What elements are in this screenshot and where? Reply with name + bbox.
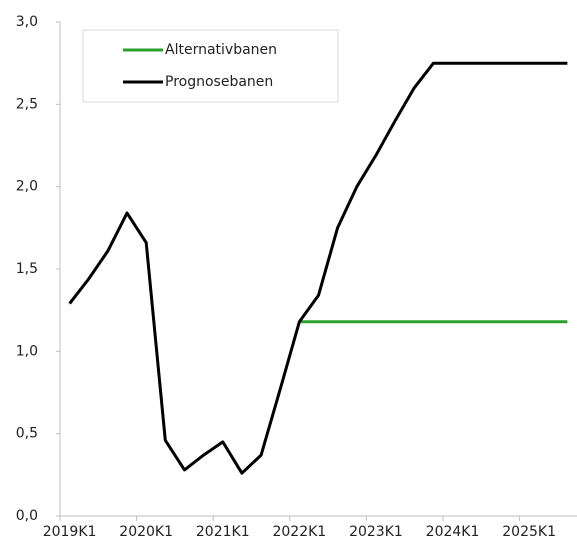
x-tick-label: 2025K1 [502, 524, 556, 540]
y-tick-label: 2,5 [16, 96, 38, 112]
y-tick-label: 1,5 [16, 261, 38, 277]
x-tick-label: 2024K1 [426, 524, 480, 540]
series-line [68, 61, 568, 475]
y-tick-label: 1,0 [16, 343, 38, 359]
legend-box [82, 29, 339, 103]
x-tick-label: 2022K1 [272, 524, 326, 540]
x-tick-label: 2021K1 [196, 524, 250, 540]
y-tick-label: 2,0 [16, 179, 38, 195]
legend-label: Prognosebanen [165, 74, 273, 90]
y-tick-label: 0,0 [16, 508, 38, 524]
x-tick-label: 2023K1 [349, 524, 403, 540]
y-tick-label: 3,0 [16, 14, 38, 30]
y-tick-label: 0,5 [16, 426, 38, 442]
x-tick-label: 2020K1 [119, 524, 173, 540]
x-tick-label: 2019K1 [43, 524, 97, 540]
legend-label: Alternativbanen [165, 42, 277, 58]
